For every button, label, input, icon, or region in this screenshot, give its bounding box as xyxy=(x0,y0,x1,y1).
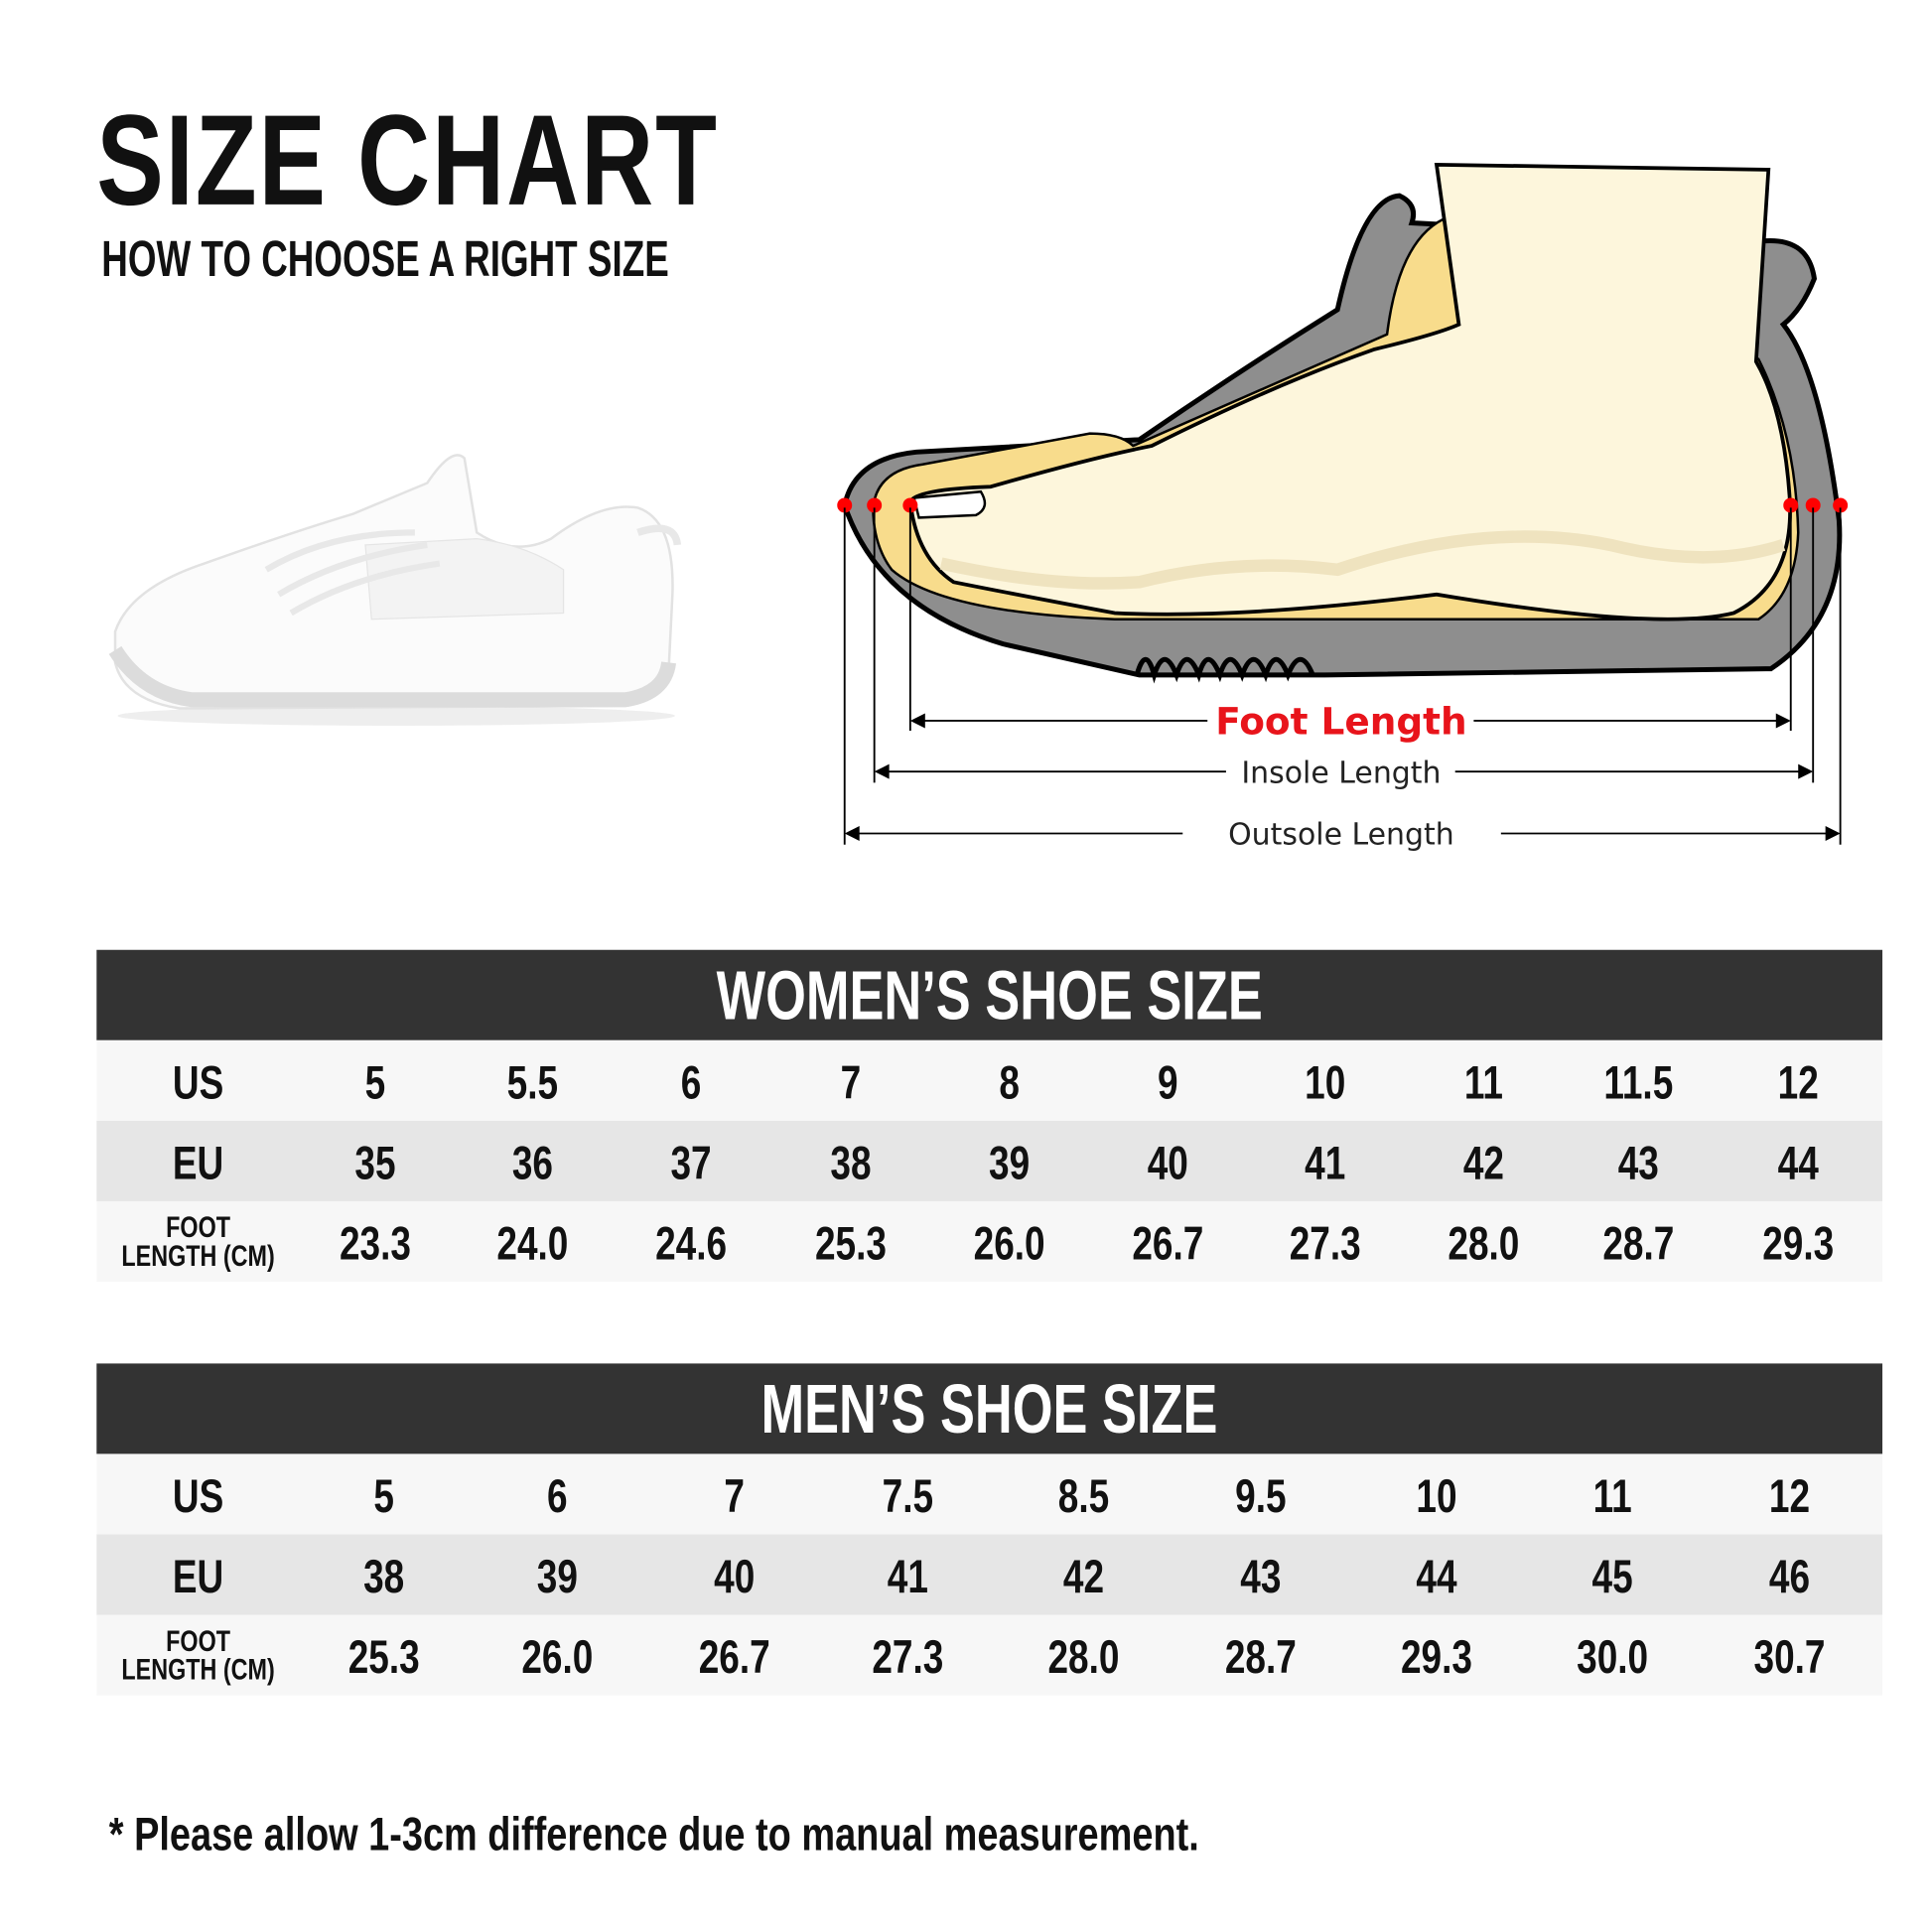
table-cell: 35 xyxy=(354,1138,396,1190)
table-cell: 11 xyxy=(1463,1057,1503,1110)
table-cell: 27.3 xyxy=(872,1632,944,1685)
table-cell: 27.3 xyxy=(1289,1218,1361,1271)
table-row-foot: FOOT LENGTH (CM) 23.3 24.0 24.6 25.3 26.0 26.7 2… xyxy=(96,1200,1883,1283)
outsole-length-label: Outsole Length xyxy=(1228,818,1454,853)
table-cell: 28.0 xyxy=(1047,1632,1120,1685)
table-cell: 26.0 xyxy=(973,1218,1045,1271)
table-cell: 39 xyxy=(989,1138,1031,1190)
table-cell: 6 xyxy=(547,1470,568,1524)
table-cell: 44 xyxy=(1416,1551,1457,1604)
table-cell: 30.7 xyxy=(1753,1632,1826,1685)
table-cell: 7.5 xyxy=(882,1470,934,1524)
foot-measurement-diagram: Foot Length Insole Length Outsole Length xyxy=(837,163,1849,853)
insole-length-label: Insole Length xyxy=(1241,756,1441,790)
measurement-markers xyxy=(837,497,1849,513)
table-cell: 44 xyxy=(1777,1138,1819,1190)
table-cell: 8.5 xyxy=(1057,1470,1110,1524)
table-cell: 10 xyxy=(1305,1057,1346,1110)
table-row-eu: EU 38 39 40 41 42 43 44 45 46 xyxy=(96,1534,1883,1615)
table-cell: 5.5 xyxy=(506,1057,559,1110)
table-title: MEN’S SHOE SIZE xyxy=(96,1363,1883,1454)
table-cell: 43 xyxy=(1617,1138,1659,1190)
table-cell: 28.0 xyxy=(1448,1218,1520,1271)
table-cell: 45 xyxy=(1591,1551,1633,1604)
table-cell: 46 xyxy=(1768,1551,1811,1604)
table-cell: 9.5 xyxy=(1235,1470,1287,1524)
table-cell: 42 xyxy=(1062,1551,1105,1604)
table-cell: 7 xyxy=(840,1057,862,1110)
table-cell: 40 xyxy=(714,1551,756,1604)
table-cell: 41 xyxy=(1305,1138,1346,1190)
table-cell: 38 xyxy=(363,1551,405,1604)
table-cell: 8 xyxy=(999,1057,1020,1110)
table-cell: 25.3 xyxy=(347,1632,420,1685)
table-cell: 36 xyxy=(511,1138,553,1190)
table-cell: 12 xyxy=(1777,1057,1819,1110)
table-cell: 5 xyxy=(373,1470,394,1524)
table-cell: 28.7 xyxy=(1224,1632,1297,1685)
foot-length-label: Foot Length xyxy=(1215,700,1466,744)
tread-shape xyxy=(1134,656,1315,684)
table-cell: 41 xyxy=(887,1551,928,1604)
table-cell: 11.5 xyxy=(1603,1057,1674,1110)
table-cell: 43 xyxy=(1240,1551,1282,1604)
table-row-us: US 5 5.5 6 7 8 9 10 11 11.5 12 xyxy=(96,1039,1883,1121)
table-row-us: US 5 6 7 7.5 8.5 9.5 10 11 12 xyxy=(96,1453,1883,1535)
table-cell: 24.0 xyxy=(496,1218,569,1271)
table-cell: 12 xyxy=(1768,1470,1811,1524)
table-cell: 7 xyxy=(724,1470,745,1524)
table-cell: 5 xyxy=(364,1057,386,1110)
table-cell: 9 xyxy=(1158,1057,1178,1110)
table-cell: 26.0 xyxy=(521,1632,594,1685)
table-cell: 26.7 xyxy=(1132,1218,1204,1271)
table-cell: 30.0 xyxy=(1577,1632,1649,1685)
table-cell: 23.3 xyxy=(339,1218,411,1271)
table-cell: 11 xyxy=(1592,1470,1632,1524)
table-cell: 26.7 xyxy=(698,1632,770,1685)
table-cell: 25.3 xyxy=(814,1218,887,1271)
table-cell: 37 xyxy=(670,1138,712,1190)
page-title: SIZE CHART xyxy=(96,88,719,233)
table-cell: 40 xyxy=(1147,1138,1188,1190)
women-size-table: WOMEN’S SHOE SIZE US 5 5.5 6 7 8 9 10 11 11.5 12 EU 3… xyxy=(96,949,1883,1283)
table-cell: 29.3 xyxy=(1762,1218,1835,1271)
sneaker-image xyxy=(108,454,682,726)
footnote: * Please allow 1-3cm difference due to m… xyxy=(108,1809,1199,1862)
table-cell: 10 xyxy=(1416,1470,1457,1524)
table-cell: 38 xyxy=(830,1138,872,1190)
table-cell: 39 xyxy=(536,1551,578,1604)
table-row-foot: FOOT LENGTH (CM) 25.3 26.0 26.7 27.3 28.0 28.7 2… xyxy=(96,1614,1883,1696)
table-title: WOMEN’S SHOE SIZE xyxy=(96,949,1883,1040)
table-cell: 29.3 xyxy=(1400,1632,1472,1685)
foot-shape xyxy=(907,163,1792,621)
table-row-eu: EU 35 36 37 38 39 40 41 42 43 44 xyxy=(96,1120,1883,1201)
page-subtitle: HOW TO CHOOSE A RIGHT SIZE xyxy=(101,230,669,288)
table-cell: 42 xyxy=(1462,1138,1504,1190)
table-cell: 28.7 xyxy=(1602,1218,1675,1271)
table-cell: 6 xyxy=(680,1057,702,1110)
men-size-table: MEN’S SHOE SIZE US 5 6 7 7.5 8.5 9.5 10 11 12 EU 38 3… xyxy=(96,1363,1883,1696)
table-cell: 24.6 xyxy=(655,1218,728,1271)
